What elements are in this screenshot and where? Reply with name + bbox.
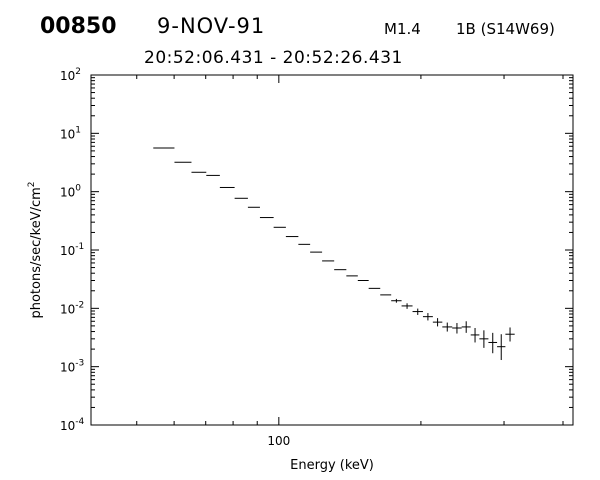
y-tick-label: 100	[60, 184, 81, 200]
y-tick-label-exponent: -4	[75, 417, 84, 427]
y-tick-label-exponent: -2	[75, 300, 84, 310]
event-id: 00850	[40, 14, 117, 39]
x-tick-label: 100	[267, 434, 290, 448]
y-tick-label: 101	[60, 125, 81, 141]
data-point	[497, 334, 506, 361]
event-date: 9-NOV-91	[157, 14, 266, 38]
data-points	[153, 147, 515, 361]
y-axis-label: photons/sec/keV/cm2	[27, 181, 44, 318]
x-tick-labels: 100	[267, 434, 290, 448]
data-point	[479, 330, 489, 348]
plot-frame	[90, 74, 574, 426]
y-tick-label-exponent: -3	[75, 359, 84, 369]
y-axis-label-text: photons/sec/keV/cm	[29, 187, 44, 318]
x-axis-label: Energy (keV)	[290, 458, 374, 473]
data-point	[461, 321, 471, 333]
y-tick-label-base: 10	[60, 361, 75, 375]
y-tick-label-base: 10	[60, 302, 75, 316]
y-tick-label-base: 10	[60, 127, 75, 141]
y-tick-label-exponent: 0	[75, 184, 81, 194]
data-point	[401, 303, 413, 309]
data-point	[391, 298, 402, 303]
data-point	[452, 323, 462, 334]
data-point	[422, 313, 433, 321]
data-point	[432, 318, 443, 327]
data-point	[488, 332, 498, 354]
y-tick-label-exponent: 2	[75, 67, 81, 77]
axis-ticks	[90, 74, 573, 426]
flare-class: M1.4	[384, 20, 421, 38]
y-tick-label-base: 10	[60, 69, 75, 83]
time-range: 20:52:06.431 - 20:52:26.431	[144, 48, 403, 68]
data-point	[412, 308, 423, 315]
data-point	[505, 327, 515, 342]
y-tick-label: 10-1	[60, 242, 84, 258]
y-tick-label-base: 10	[60, 419, 75, 433]
flare-optical-class: 1B (S14W69)	[456, 20, 555, 38]
data-point	[470, 328, 480, 343]
y-tick-label: 10-2	[60, 300, 84, 316]
y-tick-label-base: 10	[60, 244, 75, 258]
y-tick-label-base: 10	[60, 186, 75, 200]
y-axis-label-superscript: 2	[27, 181, 37, 187]
y-tick-label: 10-4	[60, 417, 85, 433]
y-tick-label-exponent: -1	[75, 242, 84, 252]
y-tick-label: 10-3	[60, 359, 84, 375]
data-point	[442, 322, 453, 332]
y-axis-title: photons/sec/keV/cm2	[27, 181, 44, 318]
y-tick-label-exponent: 1	[75, 125, 81, 135]
y-tick-label: 102	[60, 67, 81, 83]
